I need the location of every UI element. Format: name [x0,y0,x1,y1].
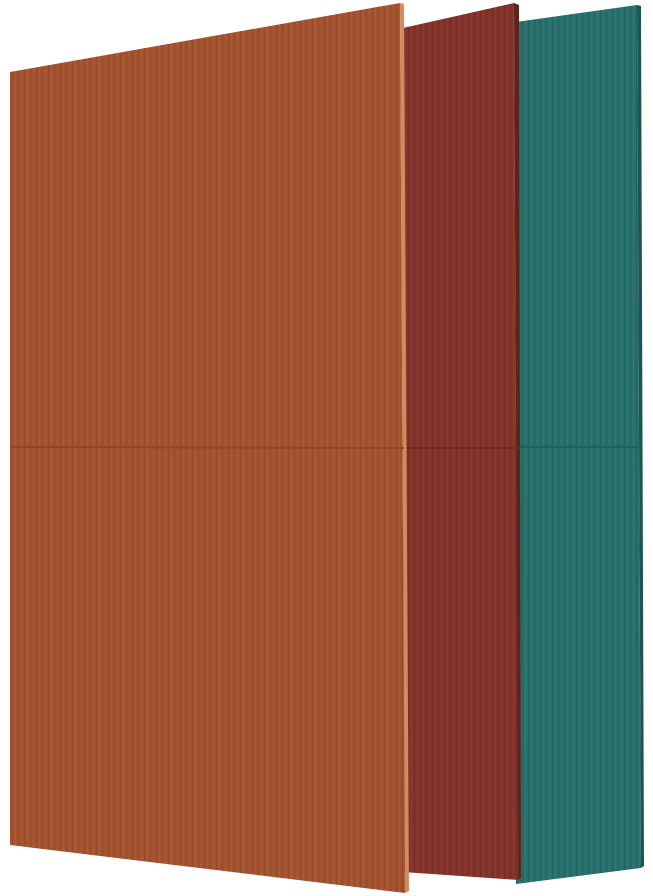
red-panel-face [403,3,518,880]
red-panel [403,3,521,880]
orange-panel-edge [400,3,409,893]
teal-panel-face [516,5,641,884]
orange-panel-seam [9,446,405,449]
teal-panel [516,5,644,884]
orange-panel [9,3,409,893]
teal-panel-edge [637,5,644,868]
red-panel-edge [514,3,521,880]
